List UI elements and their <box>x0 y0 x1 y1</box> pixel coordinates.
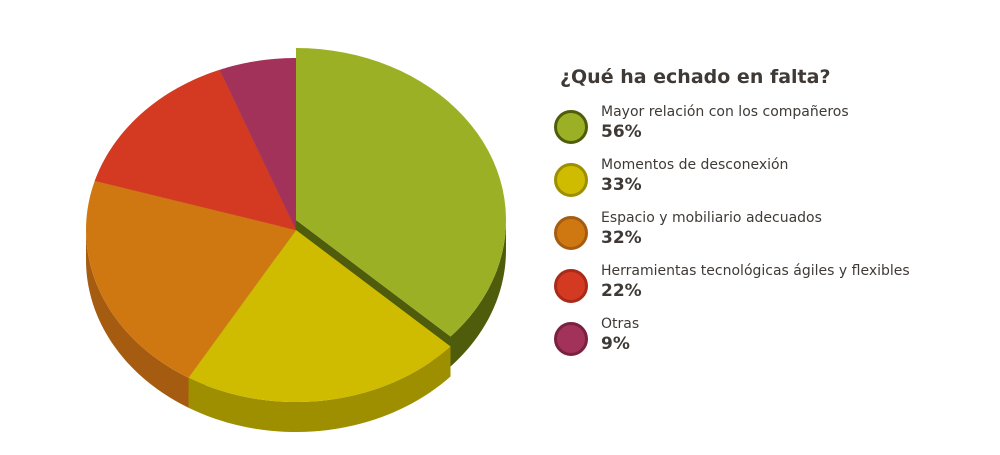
pie-slice <box>219 58 296 230</box>
pie-slice <box>296 48 506 337</box>
pie-chart <box>86 48 506 432</box>
legend-label: Mayor relación con los compañeros <box>601 104 849 120</box>
legend-value: 9% <box>601 334 630 354</box>
legend-swatch <box>554 110 588 144</box>
legend-value: 56% <box>601 122 642 142</box>
legend-label: Momentos de desconexión <box>601 157 789 173</box>
legend-swatch <box>554 163 588 197</box>
legend-value: 33% <box>601 175 642 195</box>
pie-slice <box>86 180 297 378</box>
legend-swatch <box>554 322 588 356</box>
legend-item: Herramientas tecnológicas ágiles y flexi… <box>554 263 910 322</box>
legend-swatch <box>554 216 588 250</box>
legend-item: Momentos de desconexión 33% <box>554 157 830 216</box>
pie-slice <box>188 230 451 402</box>
legend-label: Espacio y mobiliario adecuados <box>601 210 822 226</box>
legend-item: Mayor relación con los compañeros 56% <box>554 104 849 163</box>
legend-item: Espacio y mobiliario adecuados 32% <box>554 210 830 269</box>
slice-side <box>86 230 189 408</box>
legend-value: 32% <box>601 228 642 248</box>
legend-swatch <box>554 269 588 303</box>
legend-label: Otras <box>601 316 640 332</box>
legend: ¿Qué ha echado en falta? Mayor relación … <box>554 66 910 375</box>
chart-title: ¿Qué ha echado en falta? <box>560 66 831 88</box>
slice-side <box>188 346 451 432</box>
legend-label: Herramientas tecnológicas ágiles y flexi… <box>601 263 910 279</box>
legend-item: Otras 9% <box>554 316 830 375</box>
slice-side <box>450 220 506 367</box>
pie-slice <box>94 69 297 231</box>
legend-value: 22% <box>601 281 642 301</box>
